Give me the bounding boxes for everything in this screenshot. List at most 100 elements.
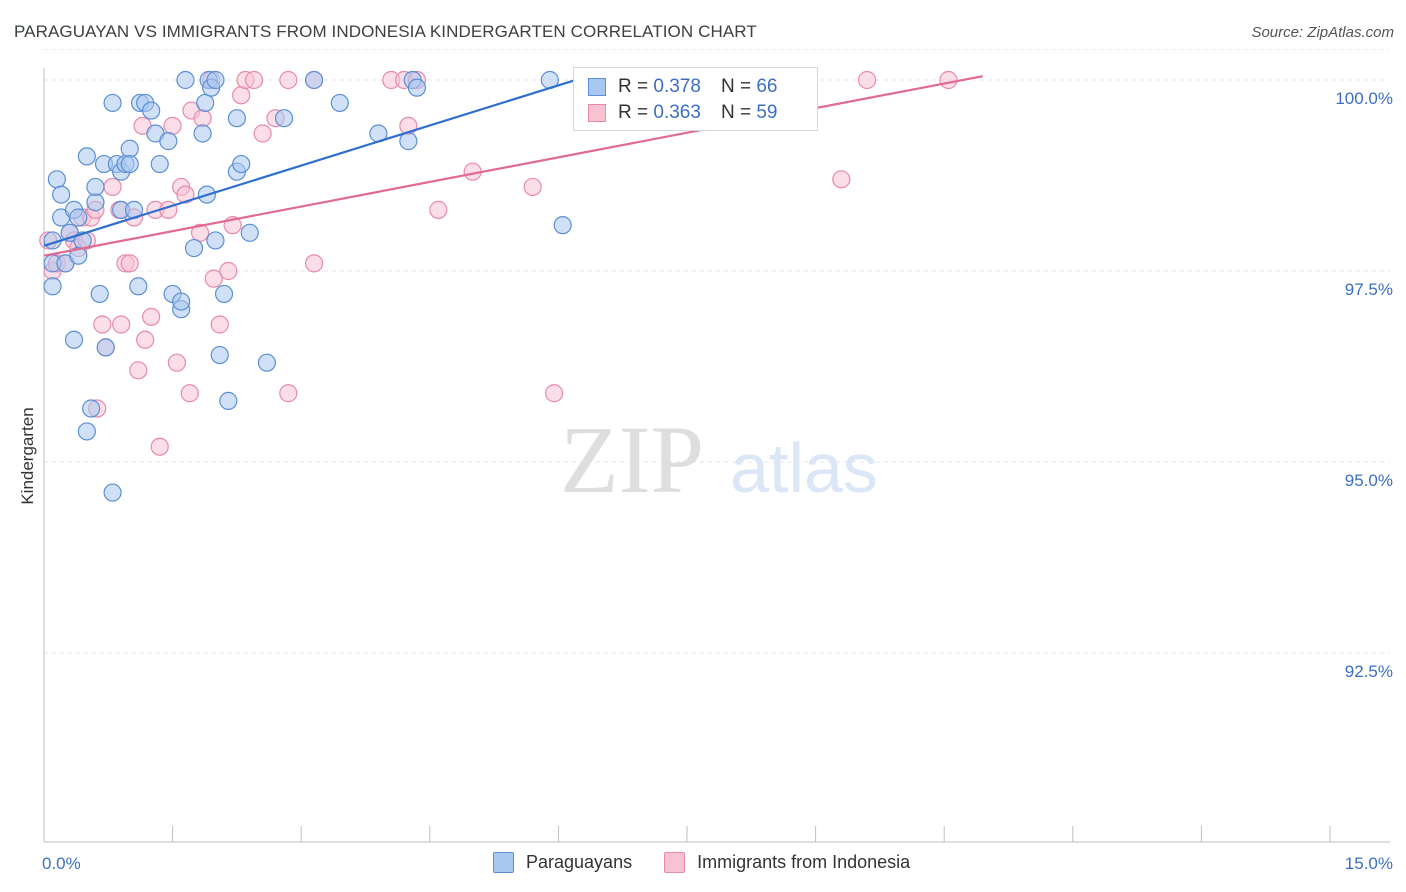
paraguayans-point: [399, 132, 418, 151]
paraguayans-point: [219, 391, 238, 410]
y-tick-label: 95.0%: [1345, 471, 1393, 490]
paraguayans-point: [206, 70, 225, 90]
gridlines: [44, 48, 1390, 654]
paraguayans-point: [103, 483, 122, 502]
chart-title: PARAGUAYAN VS IMMIGRANTS FROM INDONESIA …: [14, 22, 757, 41]
paraguayans-point: [69, 208, 88, 227]
paraguayans-point: [86, 193, 105, 212]
y-tick-label: 97.5%: [1345, 280, 1393, 299]
legend-swatch-pink: [588, 104, 606, 122]
y-tick-labels: 100.0% 97.5% 95.0% 92.5%: [1335, 89, 1393, 681]
legend-label-paraguayans: Paraguayans: [526, 852, 633, 872]
paraguayans-point: [96, 338, 115, 357]
indonesia-point: [832, 170, 851, 189]
paraguayans-point: [86, 177, 105, 197]
paraguayans-point: [232, 154, 251, 174]
correlation-legend: R = 0.378 N = 66 R = 0.363 N = 59: [573, 67, 818, 131]
paraguayans-point: [90, 284, 109, 304]
x-tick-label-max: 15.0%: [1345, 854, 1393, 873]
legend-item-paraguayans[interactable]: Paraguayans: [493, 852, 632, 873]
indonesia-point: [93, 315, 112, 334]
indonesia-point: [253, 124, 272, 143]
series-paraguayans-points: [43, 70, 572, 502]
paraguayans-point: [274, 109, 294, 128]
paraguayans-point: [47, 170, 66, 189]
legend-swatch-pink: [664, 852, 686, 873]
indonesia-point: [163, 116, 182, 135]
indonesia-point: [210, 315, 229, 334]
paraguayans-point: [210, 345, 229, 365]
indonesia-point: [112, 315, 131, 334]
indonesia-point: [120, 254, 139, 273]
paraguayans-point: [172, 292, 191, 311]
x-tick-labels: 0.0% 15.0%: [42, 854, 1393, 873]
y-tick-label: 92.5%: [1345, 662, 1393, 681]
paraguayans-point: [52, 185, 71, 204]
legend-n-label: N =: [720, 102, 752, 123]
indonesia-point: [150, 437, 169, 456]
legend-r-value: 0.378: [653, 76, 701, 97]
indonesia-point: [136, 330, 155, 349]
indonesia-point: [142, 307, 161, 326]
legend-r-value: 0.363: [653, 102, 701, 123]
paraguayans-point: [142, 101, 161, 120]
paraguayans-point: [77, 422, 96, 441]
indonesia-trend-line: [43, 75, 983, 257]
legend-label-indonesia: Immigrants from Indonesia: [697, 852, 911, 872]
paraguayans-point: [129, 277, 148, 296]
paraguayans-point: [227, 109, 246, 128]
legend-row-indonesia: R = 0.363 N = 59: [588, 101, 777, 125]
paraguayans-point: [176, 70, 195, 90]
watermark: ZIP atlas: [560, 406, 878, 513]
indonesia-point: [279, 384, 298, 403]
legend-row-paraguayans: R = 0.378 N = 66: [588, 75, 777, 99]
paraguayans-point: [43, 277, 62, 296]
paraguayans-point: [257, 353, 277, 372]
indonesia-point: [523, 177, 542, 197]
indonesia-point: [429, 200, 448, 219]
trend-lines: [43, 73, 983, 257]
indonesia-point: [204, 269, 223, 288]
paraguayans-point: [407, 78, 427, 97]
y-axis-label: Kindergarten: [18, 407, 37, 505]
paraguayans-point: [120, 154, 139, 174]
indonesia-point: [103, 177, 122, 197]
x-tick-label-min: 0.0%: [42, 854, 81, 873]
indonesia-point: [180, 384, 199, 403]
indonesia-point: [129, 361, 148, 380]
indonesia-point: [219, 261, 238, 281]
paraguayans-point: [304, 70, 324, 90]
watermark-atlas: atlas: [730, 429, 878, 507]
paraguayans-point: [206, 231, 225, 250]
indonesia-point: [244, 70, 264, 90]
series-indonesia-points: [39, 70, 958, 456]
indonesia-point: [939, 70, 958, 90]
paraguayans-point: [330, 93, 349, 113]
indonesia-point: [176, 185, 195, 204]
paraguayans-point: [103, 93, 122, 113]
legend-n-label: N =: [720, 76, 752, 97]
paraguayans-point: [193, 124, 212, 143]
paraguayans-point: [120, 139, 139, 158]
legend-n-value: 66: [756, 76, 778, 97]
paraguayans-point: [159, 132, 178, 151]
legend-swatch-blue: [493, 852, 514, 873]
paraguayans-point: [553, 216, 572, 235]
legend-item-indonesia[interactable]: Immigrants from Indonesia: [664, 852, 910, 873]
paraguayans-point: [196, 93, 215, 113]
paraguayans-point: [150, 154, 169, 174]
series-legend: Paraguayans Immigrants from Indonesia: [493, 852, 942, 873]
indonesia-point: [545, 384, 564, 403]
indonesia-point: [232, 86, 251, 105]
paraguayans-trend-line: [43, 73, 594, 247]
indonesia-point: [857, 70, 877, 90]
paraguayans-point: [77, 147, 96, 166]
y-tick-label: 100.0%: [1335, 89, 1393, 108]
indonesia-point: [304, 254, 324, 273]
legend-r-label: R =: [618, 76, 649, 97]
legend-swatch-blue: [588, 78, 606, 96]
indonesia-point: [279, 70, 298, 90]
paraguayans-point: [184, 238, 204, 258]
indonesia-point: [193, 109, 212, 128]
